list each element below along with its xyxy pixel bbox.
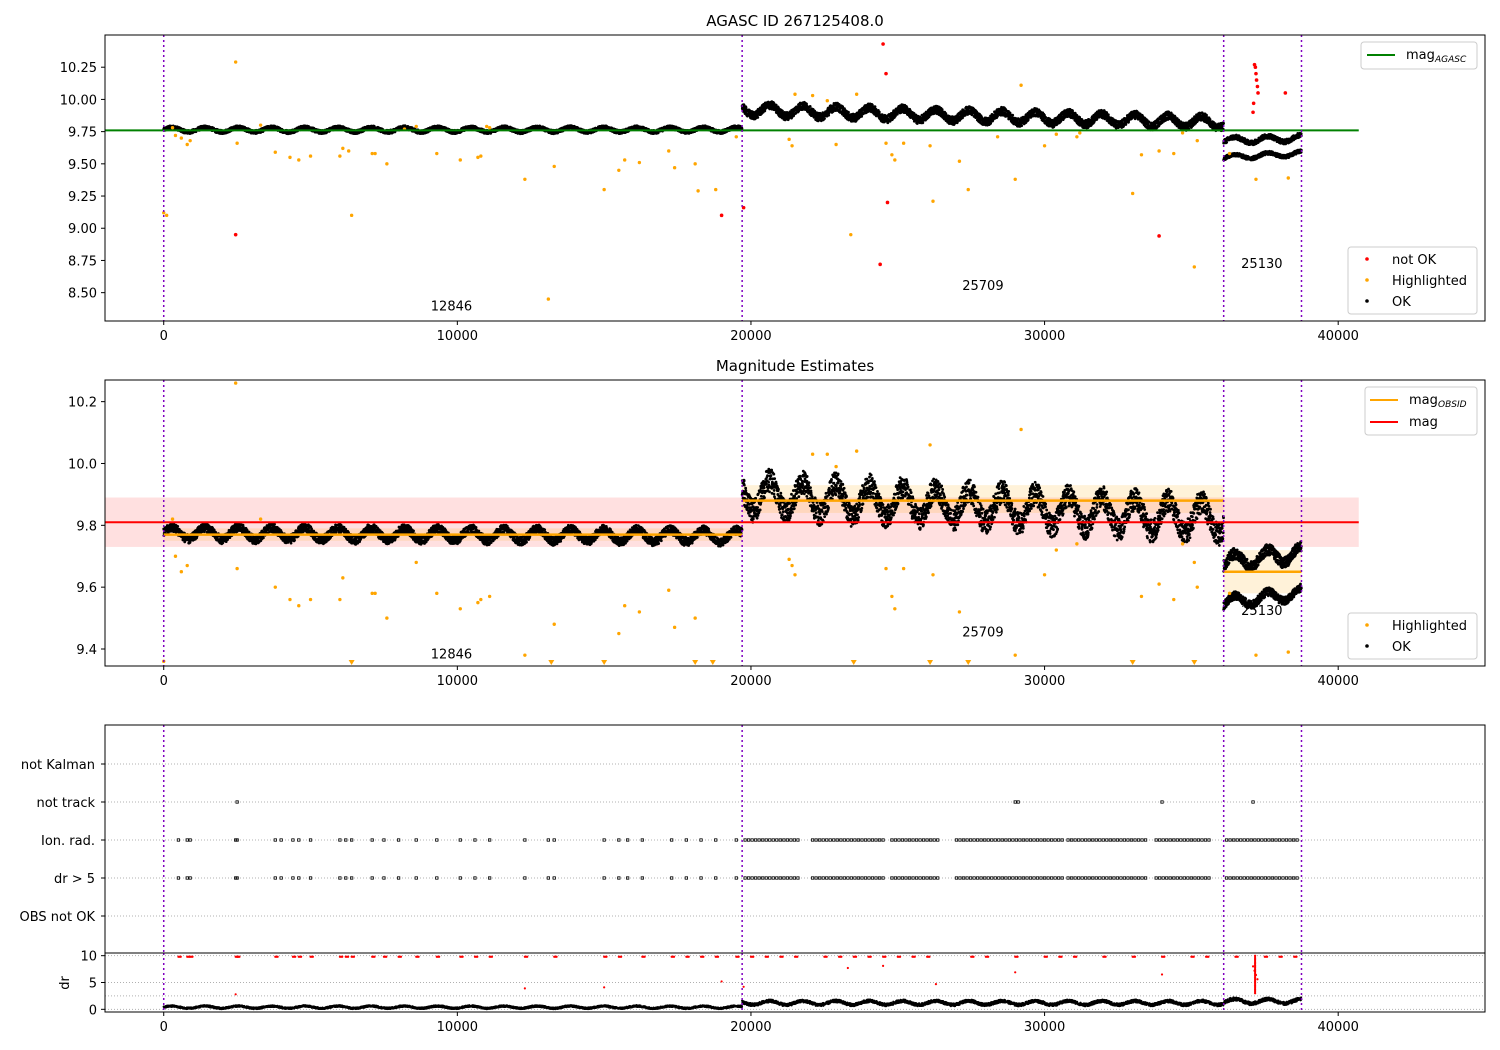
- ok-point: [874, 105, 877, 108]
- ok-point: [823, 117, 826, 120]
- ok-point: [921, 121, 924, 124]
- ok-point: [809, 105, 812, 108]
- chart-title: AGASC ID 267125408.0: [706, 12, 884, 30]
- ok-point: [756, 116, 759, 119]
- ok-point: [781, 110, 784, 113]
- figure: AGASC ID 267125408.01284625709251300 1000…: [0, 0, 1500, 1050]
- ok-point: [860, 115, 863, 118]
- ok-point: [827, 114, 830, 117]
- ok-point: [878, 111, 881, 114]
- ok-point: [741, 127, 744, 130]
- ok-point: [847, 111, 850, 114]
